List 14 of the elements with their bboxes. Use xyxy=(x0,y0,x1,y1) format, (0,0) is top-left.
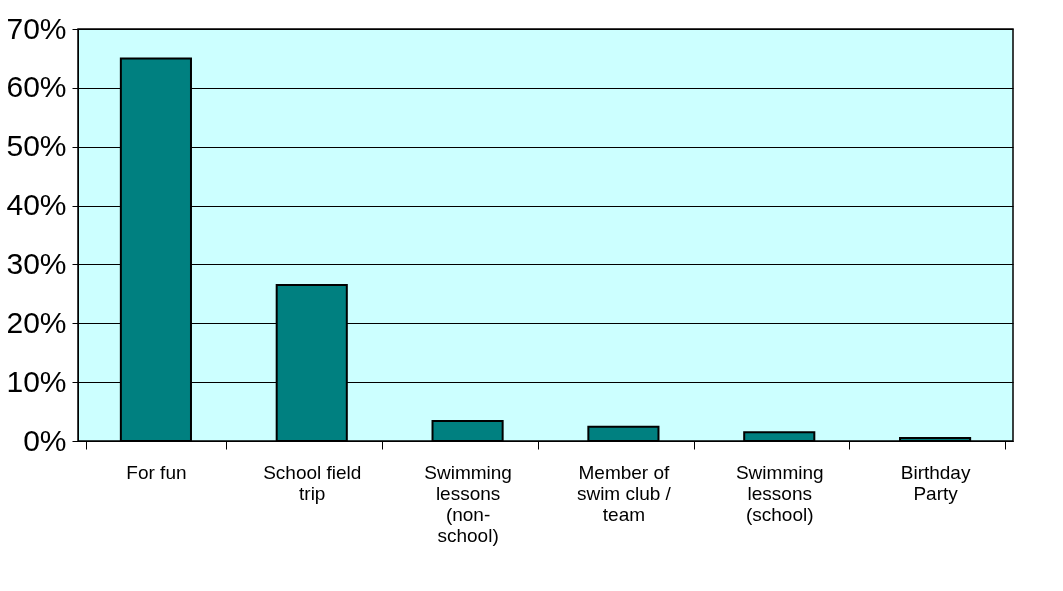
x-tick-label: Swimming lessons (school) xyxy=(735,461,824,525)
y-tick-label: 60% xyxy=(6,70,67,104)
y-tick-label: 50% xyxy=(6,129,67,163)
x-tick-label: For fun xyxy=(126,461,187,483)
x-tick-label: Swimming lessons (non- school) xyxy=(424,461,512,546)
y-tick-label: 0% xyxy=(23,423,67,457)
x-tick-label: Member of swim club / team xyxy=(576,461,672,525)
y-tick-label: 20% xyxy=(6,305,67,339)
x-tick-label: School field trip xyxy=(263,461,362,504)
y-tick-label: 30% xyxy=(6,246,67,280)
y-tick-label: 10% xyxy=(6,364,67,398)
x-tick-label: Birthday Party xyxy=(900,461,971,504)
y-tick-label: 40% xyxy=(6,188,67,222)
y-tick-label: 70% xyxy=(6,11,67,45)
